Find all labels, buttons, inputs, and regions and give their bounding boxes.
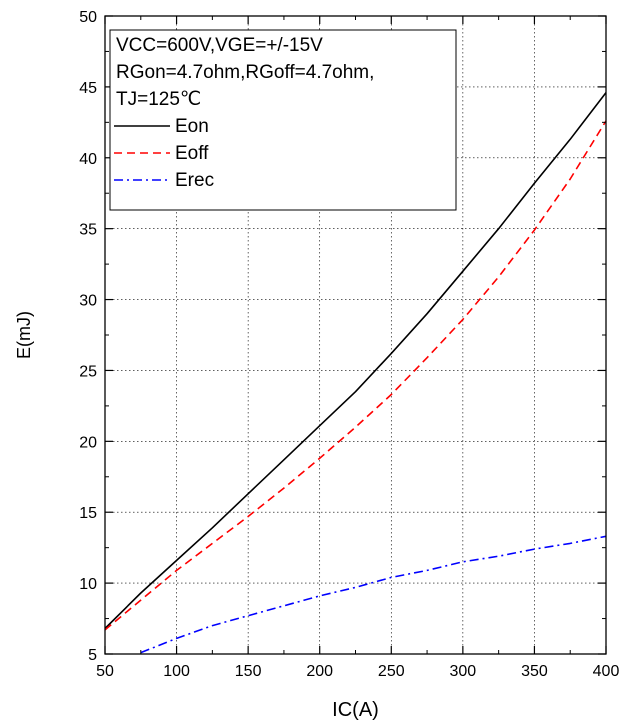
legend: VCC=600V,VGE=+/-15V RGon=4.7ohm,RGoff=4.7… (109, 29, 457, 211)
y-tick-label: 45 (79, 80, 97, 97)
y-tick-label: 5 (88, 647, 97, 664)
series-erec-line (140, 535, 607, 654)
legend-condition-text: VCC=600V,VGE=+/-15V (116, 35, 323, 56)
x-tick-label: 200 (306, 663, 333, 680)
legend-condition-text: TJ=125℃ (116, 89, 201, 110)
y-tick-label: 35 (79, 222, 97, 239)
x-axis-title: IC(A) (332, 699, 379, 721)
y-tick-label: 40 (79, 151, 97, 168)
y-tick-label: 30 (79, 293, 97, 310)
grid (105, 16, 606, 654)
legend-condition-text: RGon=4.7ohm,RGoff=4.7ohm, (116, 62, 374, 83)
legend-label-eoff: Eoff (175, 143, 209, 164)
legend-label-eon: Eon (175, 116, 209, 137)
ticks (104, 15, 607, 655)
y-tick-label: 25 (79, 363, 97, 380)
series-layer (104, 92, 607, 654)
y-tick-label: 50 (79, 9, 97, 26)
x-tick-label: 400 (593, 663, 620, 680)
legend-box (109, 29, 457, 211)
x-tick-label: 150 (235, 663, 262, 680)
y-tick-label: 15 (79, 505, 97, 522)
y-axis-title: E(mJ) (14, 311, 34, 359)
y-tick-label: 10 (79, 576, 97, 593)
x-tick-label: 300 (450, 663, 477, 680)
legend-items: VCC=600V,VGE=+/-15V RGon=4.7ohm,RGoff=4.7… (114, 35, 374, 191)
y-tick-label: 20 (79, 434, 97, 451)
series-eon-line (104, 92, 607, 630)
x-tick-label: 50 (96, 663, 114, 680)
series-eoff-line (104, 120, 607, 631)
x-tick-label: 350 (521, 663, 548, 680)
tick-labels: 50 100 150 200 250 300 350 400 5 10 15 20 25 30 35 40 45… (79, 9, 619, 680)
x-tick-label: 250 (378, 663, 405, 680)
legend-label-erec: Erec (175, 170, 214, 191)
x-tick-label: 100 (163, 663, 190, 680)
